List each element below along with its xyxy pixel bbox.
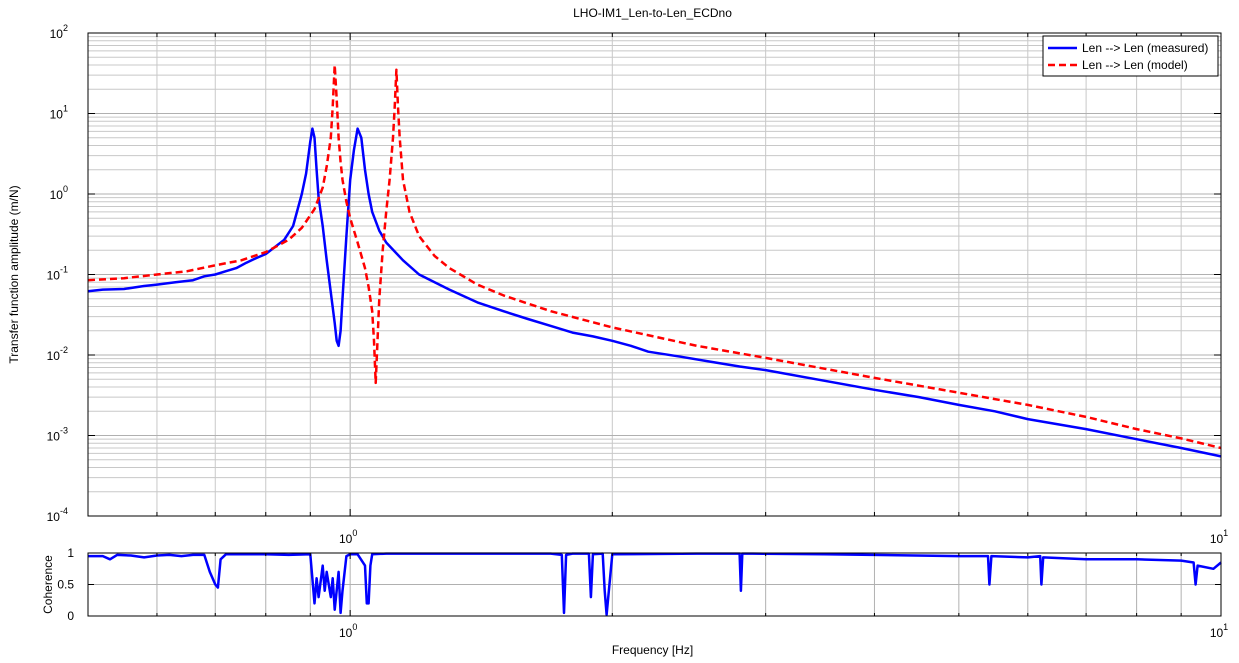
y-tick-label: 10-4 — [47, 506, 68, 524]
coherence-y-axis-label: Coherence — [41, 555, 55, 614]
y-tick-base: 10 — [47, 269, 61, 283]
y-tick-base: 10 — [47, 510, 61, 524]
coherence-series-line — [88, 552, 1222, 616]
x-tick-base: 10 — [1210, 532, 1224, 546]
x-tick-base: 10 — [339, 626, 353, 640]
x-tick-label: 101 — [1210, 528, 1228, 546]
y-tick-base: 10 — [50, 27, 64, 41]
series-line-measured — [87, 127, 1222, 458]
y-tick-base: 10 — [50, 108, 64, 122]
x-tick-exponent: 0 — [352, 622, 357, 632]
y-tick-label: 10-3 — [47, 426, 68, 444]
x-tick-base: 10 — [339, 532, 353, 546]
y-tick-label: 102 — [50, 23, 68, 41]
series-line-model — [87, 63, 1222, 450]
y-tick-exponent: -3 — [60, 426, 68, 436]
coherence-y-tick-label: 1 — [67, 546, 74, 560]
y-tick-label: 100 — [50, 184, 68, 202]
x-tick-exponent: 1 — [1223, 528, 1228, 538]
y-tick-exponent: 2 — [63, 23, 68, 33]
y-tick-label: 101 — [50, 104, 68, 122]
x-axis-label: Frequency [Hz] — [612, 643, 693, 657]
legend-label: Len --> Len (model) — [1082, 58, 1188, 72]
coherence-x-tick-label: 100 — [339, 622, 357, 640]
y-tick-exponent: 0 — [63, 184, 68, 194]
y-tick-exponent: -2 — [60, 345, 68, 355]
main-grid — [87, 32, 1222, 517]
y-tick-label: 10-2 — [47, 345, 68, 363]
x-tick-label: 100 — [339, 528, 357, 546]
legend-label: Len --> Len (measured) — [1082, 41, 1208, 55]
y-axis-label: Transfer function amplitude (m/N) — [7, 185, 21, 363]
main-series-group — [87, 63, 1222, 458]
x-tick-exponent: 0 — [352, 528, 357, 538]
y-tick-exponent: -1 — [60, 265, 68, 275]
chart-title: LHO-IM1_Len-to-Len_ECDno — [573, 6, 732, 20]
coherence-series-group — [88, 552, 1222, 616]
y-tick-exponent: -4 — [60, 506, 68, 516]
x-tick-exponent: 1 — [1223, 622, 1228, 632]
y-tick-base: 10 — [50, 188, 64, 202]
y-tick-label: 10-1 — [47, 265, 68, 283]
x-tick-base: 10 — [1210, 626, 1224, 640]
y-tick-base: 10 — [47, 349, 61, 363]
y-tick-base: 10 — [47, 430, 61, 444]
legend: Len --> Len (measured) Len --> Len (model… — [1042, 35, 1219, 77]
legend-box — [1042, 35, 1219, 77]
coherence-x-tick-label: 101 — [1210, 622, 1228, 640]
coherence-y-tick-label: 0 — [67, 609, 74, 623]
coherence-y-tick-label: 0.5 — [57, 578, 74, 592]
y-tick-exponent: 1 — [63, 104, 68, 114]
